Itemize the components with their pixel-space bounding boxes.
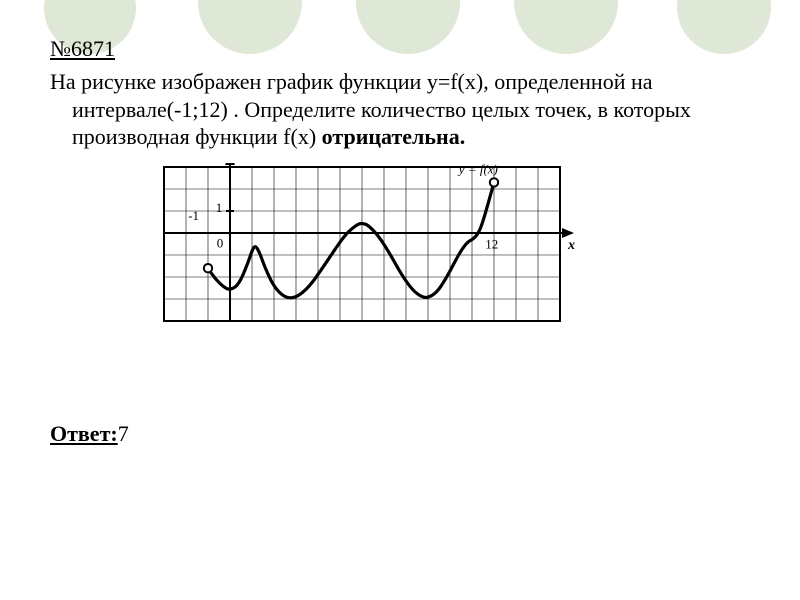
answer-label: Ответ: (50, 421, 118, 446)
answer-line: Ответ:7 (50, 421, 750, 447)
svg-text:x: x (567, 238, 575, 253)
svg-text:1: 1 (216, 200, 223, 215)
problem-text: На рисунке изображен график функции y=f(… (50, 68, 750, 151)
svg-text:0: 0 (217, 235, 224, 250)
function-chart: yx-11012y = f(x) (160, 163, 640, 403)
problem-text-bold: отрицательна. (322, 124, 466, 149)
problem-number: №6871 (50, 36, 750, 62)
svg-text:-1: -1 (188, 207, 199, 222)
svg-text:12: 12 (485, 236, 498, 251)
answer-value: 7 (118, 421, 129, 446)
svg-text:y = f(x): y = f(x) (457, 163, 498, 177)
